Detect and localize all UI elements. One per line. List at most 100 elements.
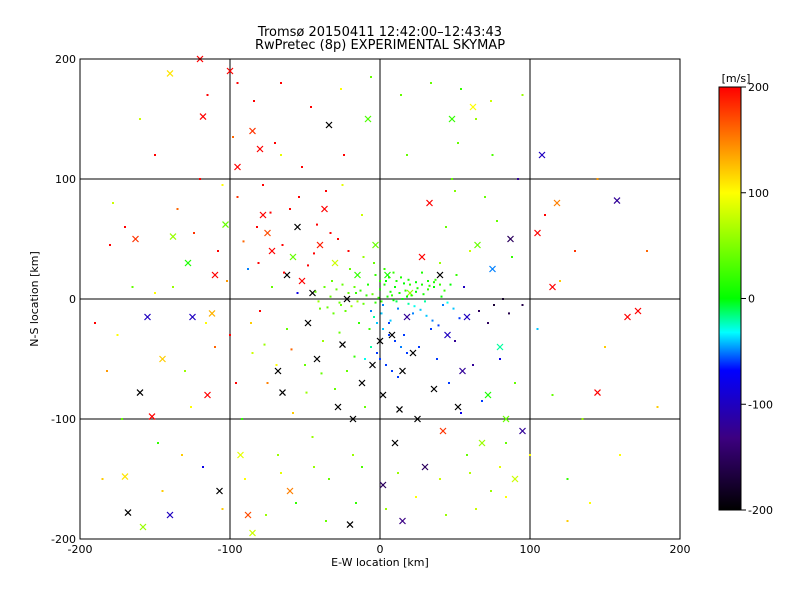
data-point-dot [346, 370, 348, 372]
data-point-cross [372, 241, 379, 249]
data-point-dot [469, 472, 471, 474]
data-point-cross [549, 283, 556, 291]
data-point-dot [478, 310, 480, 312]
data-point-dot [409, 283, 411, 286]
data-point-dot [247, 268, 249, 270]
data-point-dot [361, 466, 363, 468]
data-point-cross [148, 413, 156, 421]
data-point-dot [448, 382, 450, 384]
data-point-cross [594, 389, 601, 397]
data-point-cross [369, 361, 376, 369]
data-point-dot [350, 305, 353, 308]
data-point-cross [208, 309, 216, 317]
data-point-dot [410, 294, 413, 297]
data-point-dot [437, 324, 440, 327]
data-point-dot [320, 372, 323, 375]
data-point-cross [634, 307, 642, 315]
y-axis-ticks: -200 -100 0 100 200 [51, 53, 86, 546]
data-point-dot [376, 352, 378, 354]
data-point-dot [124, 226, 126, 228]
data-point-dot [310, 106, 312, 108]
x-tick-label: 0 [377, 543, 384, 556]
data-point-dot [380, 312, 383, 315]
data-point-cross [403, 313, 411, 321]
data-point-dot [190, 406, 192, 408]
data-point-dot [406, 295, 408, 298]
data-point-dot [334, 388, 336, 390]
data-point-dot [619, 454, 621, 456]
chart-title: Tromsø 20150411 12:42:00–12:43:43 [257, 25, 503, 40]
data-point-dot [397, 307, 399, 310]
data-point-dot [370, 76, 372, 78]
data-point-dot [425, 314, 428, 317]
data-point-dot [331, 280, 333, 282]
data-point-dot [343, 154, 345, 156]
data-point-cross [249, 127, 256, 135]
data-point-dot [313, 252, 315, 255]
data-point-dot [401, 298, 404, 300]
data-point-cross [244, 511, 252, 519]
data-point-dot [379, 280, 381, 282]
data-point-dot [490, 490, 492, 492]
data-point-dot [484, 196, 486, 198]
data-point-dot [241, 418, 243, 420]
data-point-cross [448, 115, 456, 123]
data-point-dot [394, 286, 396, 288]
data-point-cross [459, 367, 466, 375]
data-point-cross [463, 313, 471, 321]
data-point-dot [322, 340, 324, 342]
y-tick-label: -100 [51, 413, 76, 426]
data-point-dot [362, 256, 365, 258]
data-point-cross [396, 405, 403, 413]
data-point-cross [418, 253, 426, 261]
x-tick-label: 100 [520, 543, 541, 556]
data-point-cross [496, 343, 504, 351]
data-point-dot [374, 301, 377, 304]
data-point-dot [112, 202, 114, 204]
x-axis-ticks: -200 -100 0 100 200 [68, 533, 691, 556]
data-point-dot [427, 288, 429, 291]
data-point-cross [216, 487, 223, 495]
data-point-dot [397, 472, 399, 474]
data-point-dot [371, 293, 374, 296]
data-point-cross [358, 379, 366, 387]
data-point-cross [259, 211, 267, 219]
data-point-dot [392, 271, 395, 274]
data-point-dot [403, 282, 405, 285]
data-point-dot [454, 340, 456, 342]
data-point-dot [340, 88, 342, 90]
data-point-dot [266, 382, 269, 384]
data-point-cross [409, 349, 417, 357]
data-point-dot [317, 300, 320, 303]
data-point-dot [445, 226, 447, 228]
data-point-dot [157, 442, 159, 444]
data-point-cross [489, 265, 496, 273]
data-point-dot [325, 190, 327, 192]
data-point-dot [463, 286, 465, 288]
data-point-dot [544, 214, 546, 216]
data-point-dot [313, 466, 315, 468]
data-point-dot [406, 352, 408, 354]
data-point-cross [169, 233, 177, 241]
colorbar-tick-label: 0 [748, 293, 755, 306]
data-point-cross [502, 415, 510, 423]
data-point-cross [286, 487, 294, 495]
data-point-dot [581, 418, 584, 420]
data-point-dot [395, 280, 398, 282]
data-point-dot [439, 283, 441, 286]
data-point-cross [349, 415, 357, 423]
data-point-dot [481, 400, 483, 402]
data-point-cross [343, 295, 351, 303]
data-point-dot [380, 300, 383, 303]
data-point-dot [193, 232, 195, 234]
data-point-dot [353, 286, 356, 288]
data-point-dot [505, 442, 507, 444]
data-point-cross [289, 253, 297, 261]
data-point-dot [536, 328, 539, 330]
data-point-dot [505, 496, 507, 498]
data-point-dot [406, 154, 408, 156]
data-point-cross [484, 391, 492, 399]
data-point-dot [377, 296, 380, 299]
data-point-dot [589, 502, 591, 504]
